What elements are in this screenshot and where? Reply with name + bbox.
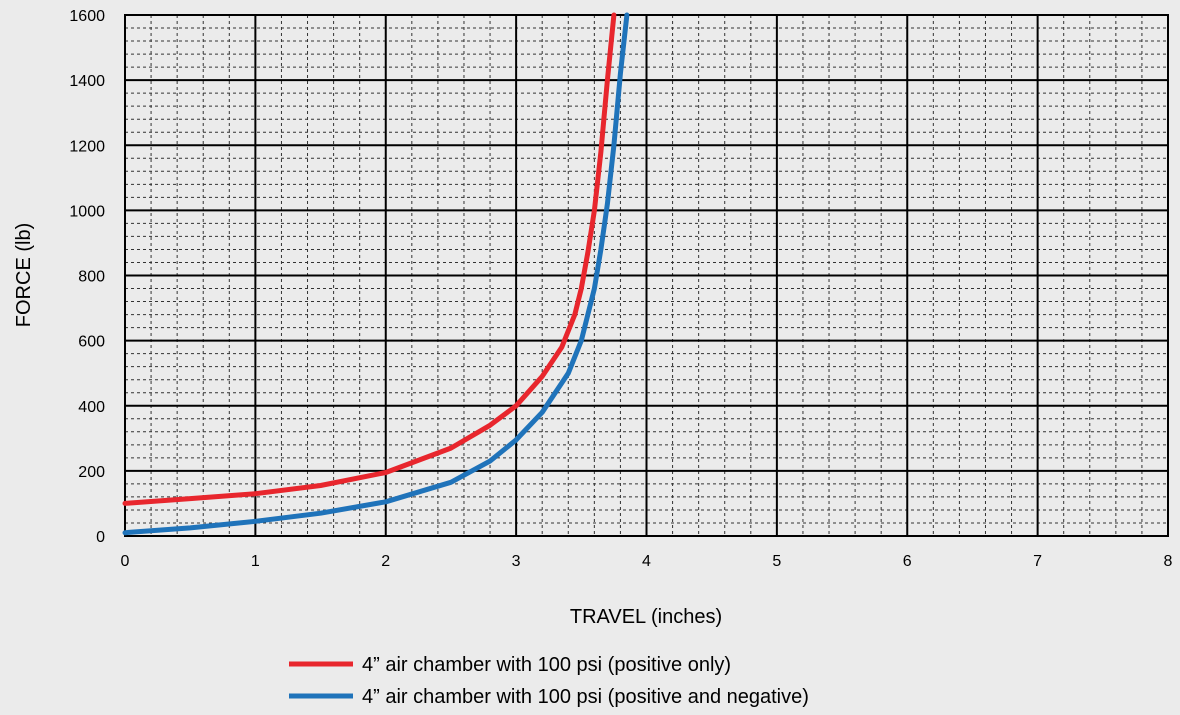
y-tick-label-2: 400 bbox=[78, 399, 105, 416]
plot-frame bbox=[124, 14, 1169, 537]
x-tick-label-7: 7 bbox=[1033, 553, 1042, 570]
x-axis-title: TRAVEL (inches) bbox=[570, 606, 722, 628]
x-tick-label-0: 0 bbox=[121, 553, 130, 570]
x-tick-label-1: 1 bbox=[251, 553, 260, 570]
series-line-positive-only bbox=[122, 12, 617, 506]
y-tick-label-7: 1400 bbox=[69, 73, 105, 90]
legend-label-positive-only: 4” air chamber with 100 psi (positive on… bbox=[362, 654, 731, 676]
x-tick-label-3: 3 bbox=[512, 553, 521, 570]
x-tick-label-6: 6 bbox=[903, 553, 912, 570]
y-tick-label-8: 1600 bbox=[69, 8, 105, 25]
x-tick-label-5: 5 bbox=[772, 553, 781, 570]
y-tick-label-1: 200 bbox=[78, 464, 105, 481]
y-tick-label-0: 0 bbox=[96, 529, 105, 546]
x-tick-label-4: 4 bbox=[642, 553, 651, 570]
y-tick-label-3: 600 bbox=[78, 334, 105, 351]
legend-label-positive-and-negative: 4” air chamber with 100 psi (positive an… bbox=[362, 686, 809, 708]
x-tick-labels: 0 1 2 3 4 5 6 7 8 bbox=[121, 553, 1173, 570]
series-line-positive-and-negative bbox=[122, 12, 630, 536]
y-tick-label-6: 1200 bbox=[69, 138, 105, 155]
legend: 4” air chamber with 100 psi (positive on… bbox=[289, 654, 809, 708]
y-axis-title: FORCE (lb) bbox=[13, 223, 35, 327]
x-tick-label-2: 2 bbox=[381, 553, 390, 570]
y-tick-label-5: 1000 bbox=[69, 203, 105, 220]
x-tick-label-8: 8 bbox=[1164, 553, 1173, 570]
y-tick-labels: 0 200 400 600 800 1000 1200 1400 1600 bbox=[69, 8, 105, 546]
series-lines bbox=[122, 12, 630, 536]
y-tick-label-4: 800 bbox=[78, 269, 105, 286]
